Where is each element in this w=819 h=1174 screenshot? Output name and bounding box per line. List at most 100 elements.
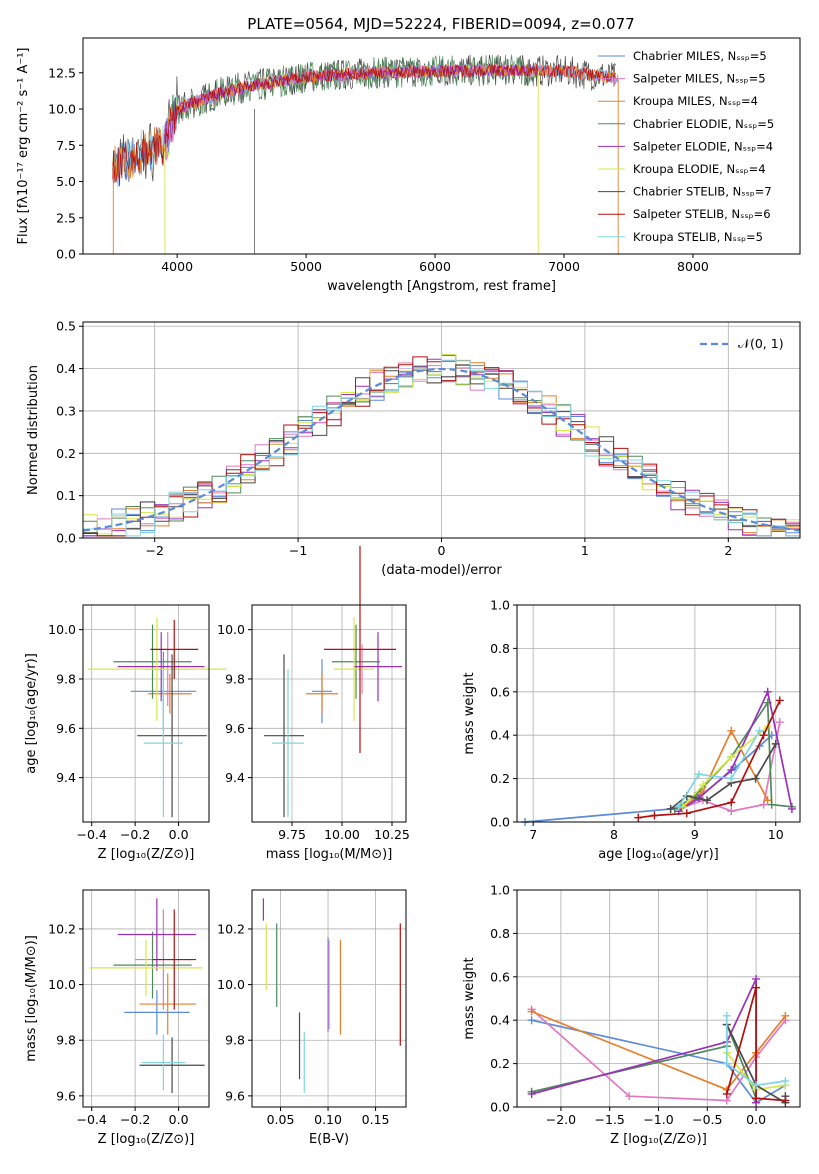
axes-frame [82,604,210,823]
series-marker-chabrier_elodie [767,800,776,809]
series-line-salpeter_stelib [725,987,786,1102]
y-tick-label: 10.0 [48,102,76,117]
y-tick-label: 0.2 [490,771,510,786]
y-tick-label: 0.0 [56,531,76,546]
series-marker-kroupa_stelib [722,1011,731,1020]
y-tick-label: 7.5 [56,138,76,153]
series-marker-salpeter_elodie [727,765,736,774]
series-marker-salpeter_stelib [775,696,784,705]
y-tick-label: 10.0 [48,622,76,637]
x-tick-label: 5000 [290,259,322,274]
panel-age_vs_z: −0.4 −0.2 0.0 9.4 9.6 9.8 10.0 Z [log₁₀(Z/Z⊙)] a… [24,604,227,862]
legend-label-salpeter_miles: Salpeter MILES, Nₛₛₚ=5 [633,72,766,86]
y-tick-label: 1.0 [490,883,510,898]
y-tick-label: 0.6 [490,969,510,984]
axes-frame [82,889,210,1108]
x-axis-label: Z [log₁₀(Z/Z⊙)] [98,847,195,862]
series-marker-kroupa_miles [763,796,772,805]
x-tick-label: −1.0 [643,1112,673,1127]
x-tick-label: −0.4 [77,1112,107,1127]
series-line-kroupa_stelib [677,730,761,808]
y-tick-label: 10.0 [217,622,245,637]
series-marker-salpeter_stelib [722,1089,731,1098]
series-marker-chabrier_miles [527,1016,536,1025]
panel-mass_vs_ebv: 0.05 0.10 0.15 9.6 9.8 10.0 10.2 E(B-V) [217,889,407,1147]
series-marker-kroupa_stelib [755,726,764,735]
series-line-salpeter_elodie [531,978,757,1103]
x-axis-label: wavelength [Angstrom, rest frame] [327,279,556,294]
panel-mass_vs_z: −0.4 −0.2 0.0 9.6 9.8 10.0 10.2 Z [log₁₀(Z/Z⊙)]… [24,889,210,1147]
panel-mass_weight_vs_age: 7 8 9 10 0.0 0.2 0.4 0.6 0.8 1.0 age [log₁₀(age/yr… [462,598,801,862]
series-marker-kroupa_stelib [674,802,683,811]
x-axis-label: E(B-V) [309,1132,349,1147]
y-tick-label: 0.2 [490,1056,510,1071]
x-tick-label: 0.15 [362,1112,390,1127]
axes-frame [82,321,801,539]
y-tick-label: 9.4 [225,770,245,785]
x-tick-label: 8 [610,827,618,842]
series-marker-salpeter_elodie [763,687,772,696]
y-tick-label: 0.4 [490,1013,510,1028]
series-marker-salpeter_stelib [682,809,691,818]
y-tick-label: 12.5 [48,65,76,80]
y-tick-label: 9.4 [56,770,76,785]
series-marker-chabrier_stelib [703,796,712,805]
series-marker-salpeter_stelib [752,1094,761,1103]
y-tick-label: 0.1 [56,488,76,503]
x-tick-label: −2.0 [546,1112,576,1127]
x-tick-label: −0.4 [77,827,107,842]
y-tick-label: 9.8 [56,1033,76,1048]
y-axis-label: mass weight [462,957,477,1039]
series-marker-salpeter_elodie [752,974,761,983]
series-marker-kroupa_elodie [698,781,707,790]
y-axis-label: age [log₁₀(age/yr)] [24,653,39,774]
legend-label-normal: 𝒩(0, 1) [738,336,784,351]
y-tick-label: 0.0 [490,1100,510,1115]
y-tick-label: 0.0 [56,247,76,262]
panel-residual_hist: −2 −1 0 1 2 0.0 0.1 0.2 0.3 0.4 0.5 (data-model)/er… [26,319,801,578]
series-marker-salpeter_stelib [727,798,736,807]
y-axis-label: Normed distribution [26,365,41,495]
x-axis-label: age [log₁₀(age/yr)] [598,847,719,862]
x-tick-label: 7000 [548,259,580,274]
x-tick-label: 2 [724,543,732,558]
x-axis-label: Z [log₁₀(Z/Z⊙)] [98,1132,195,1147]
y-tick-label: 0.3 [56,403,76,418]
axes-frame [516,604,801,823]
y-tick-label: 10.0 [217,977,245,992]
x-tick-label: 0.0 [169,827,189,842]
series-marker-salpeter_miles [625,1092,634,1101]
y-tick-label: 9.6 [56,1088,76,1103]
axes-frame [251,889,407,1108]
legend-label-salpeter_elodie: Salpeter ELODIE, Nₛₛₚ=4 [633,139,773,153]
x-tick-label: 10.25 [374,827,410,842]
series-marker-kroupa_stelib [752,1081,761,1090]
x-tick-label: 9.75 [278,827,306,842]
y-tick-label: 5.0 [56,174,76,189]
y-axis-label: mass weight [462,672,477,754]
y-tick-label: 0.5 [56,319,76,334]
x-axis-label: mass [log₁₀(M/M⊙)] [266,847,393,862]
y-tick-label: 0.2 [56,446,76,461]
x-tick-label: 0.0 [746,1112,766,1127]
y-axis-label: Flux [fλ10⁻¹⁷ erg cm⁻² s⁻¹ A⁻¹] [16,48,31,245]
y-tick-label: 9.8 [56,671,76,686]
histogram-step-kroupa_stelib [83,359,800,537]
y-tick-label: 0.6 [490,684,510,699]
series-marker-salpeter_miles [759,800,768,809]
y-axis-label: mass [log₁₀(M/M⊙)] [24,935,39,1062]
y-tick-label: 0.4 [490,728,510,743]
panel-age_vs_mass: 9.75 10.00 10.25 9.4 9.6 9.8 10.0 mass [log₁₀(M… [217,545,410,862]
figure-title: PLATE=0564, MJD=52224, FIBERID=0094, z=0… [247,15,634,33]
x-tick-label: 0 [438,543,446,558]
x-tick-label: −1.5 [595,1112,625,1127]
y-tick-label: 0.4 [56,361,76,376]
x-tick-label: 10 [768,827,784,842]
series-marker-kroupa_stelib [781,1076,790,1085]
legend-label-chabrier_miles: Chabrier MILES, Nₛₛₚ=5 [633,49,767,63]
x-tick-label: 6000 [419,259,451,274]
legend-label-kroupa_stelib: Kroupa STELIB, Nₛₛₚ=5 [633,230,763,244]
legend-label-chabrier_stelib: Chabrier STELIB, Nₛₛₚ=7 [633,185,772,199]
series-marker-kroupa_stelib [727,774,736,783]
